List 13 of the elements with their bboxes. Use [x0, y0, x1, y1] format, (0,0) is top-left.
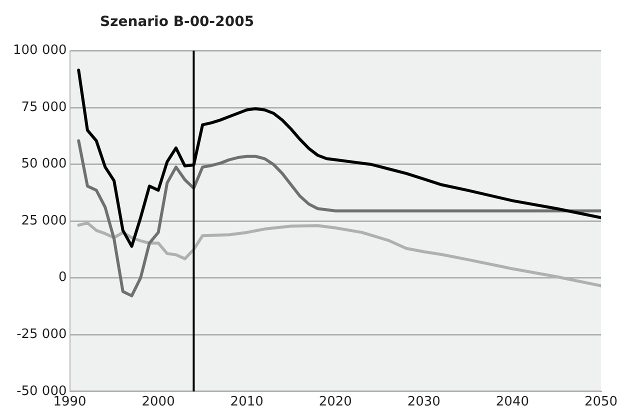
- y-tick-label: 75 000: [21, 100, 67, 115]
- y-tick-label: -25 000: [16, 327, 67, 342]
- y-tick-label: 0: [58, 270, 67, 286]
- x-tick-label: 2030: [407, 394, 440, 410]
- y-tick-label: 25 000: [21, 213, 67, 228]
- y-tick-label: 50 000: [21, 156, 67, 172]
- x-tick-label: 2020: [318, 394, 352, 410]
- x-tick-label: 2010: [230, 394, 264, 410]
- x-tick-label: 2050: [584, 394, 618, 410]
- x-tick-label: 2040: [496, 394, 530, 410]
- y-tick-label: 100 000: [12, 43, 67, 58]
- x-tick-label: 2000: [142, 394, 175, 410]
- chart-title: Szenario B-00-2005: [100, 14, 254, 30]
